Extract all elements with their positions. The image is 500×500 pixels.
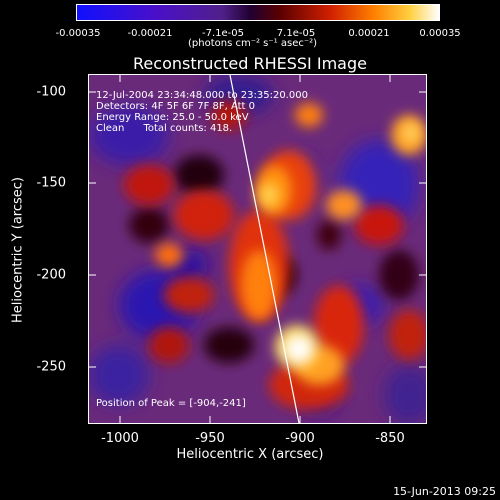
plot-title: Reconstructed RHESSI Image xyxy=(133,54,367,73)
detectors-text: Detectors: 4F 5F 6F 7F 8F, Att 0 xyxy=(96,101,256,112)
colorbar-tick-label: 0.00035 xyxy=(419,28,461,39)
y-tick-label: -100 xyxy=(36,84,66,100)
colorbar-unit-label: (photons cm⁻² s⁻¹ asec⁻²) xyxy=(188,38,318,49)
solar-limb-line xyxy=(229,75,300,423)
colorbar-tick-label: -0.00035 xyxy=(55,28,101,39)
colorbar-tick-label: 0.00021 xyxy=(348,28,390,39)
colorbar-tick-label: -7.1e-05 xyxy=(202,28,244,39)
time-range-text: 12-Jul-2004 23:34:48.000 to 23:35:20.000 xyxy=(96,90,308,101)
x-tick-label: -950 xyxy=(195,431,225,446)
peak-position-text: Position of Peak = [-904,-241] xyxy=(96,398,246,409)
energy-range-text: Energy Range: 25.0 - 50.0 keV xyxy=(96,112,249,123)
y-tick-label: -200 xyxy=(36,267,66,283)
x-tick-label: -1000 xyxy=(101,431,139,446)
x-tick-label: -850 xyxy=(375,431,405,446)
colorbar-gradient xyxy=(76,4,440,21)
y-tick-label: -250 xyxy=(36,359,66,375)
colorbar-tick-label: 7.1e-05 xyxy=(276,28,316,39)
clean-counts-text: Clean Total counts: 418. xyxy=(96,123,233,134)
image-plot-area xyxy=(88,74,427,424)
x-tick-label: -900 xyxy=(285,431,315,446)
rhessi-image xyxy=(89,75,426,423)
x-axis-label: Heliocentric X (arcsec) xyxy=(176,447,324,462)
y-tick-label: -150 xyxy=(36,175,66,191)
footer-timestamp: 15-Jun-2013 09:25 xyxy=(393,485,496,498)
y-axis-label: Heliocentric Y (arcsec) xyxy=(10,177,26,323)
colorbar-tick-label: -0.00021 xyxy=(127,28,173,39)
